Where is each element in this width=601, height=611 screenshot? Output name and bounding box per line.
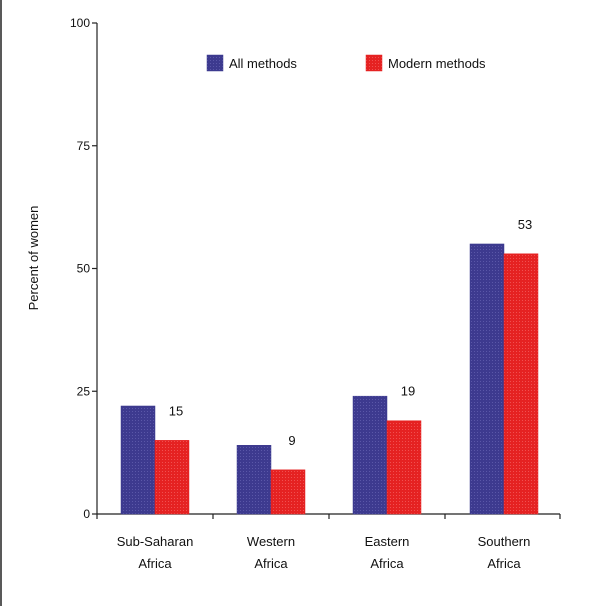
x-tick-label: Africa <box>138 556 172 571</box>
legend-label: All methods <box>229 56 297 71</box>
bars <box>120 243 539 515</box>
x-tick-label: Western <box>247 534 295 549</box>
y-tick-label: 100 <box>70 16 90 30</box>
x-tick-label: Africa <box>254 556 288 571</box>
bar <box>503 253 539 515</box>
legend-swatch <box>206 54 224 72</box>
x-tick-label: Africa <box>487 556 521 571</box>
bar <box>386 420 422 515</box>
x-tick-label: Sub-Saharan <box>117 534 194 549</box>
bar <box>270 469 306 515</box>
chart-border <box>0 0 4 606</box>
data-label: 53 <box>518 217 532 232</box>
bar <box>236 445 272 515</box>
data-label: 15 <box>169 403 183 418</box>
bar <box>154 440 190 515</box>
legend-swatch <box>365 54 383 72</box>
y-tick-label: 25 <box>77 384 91 398</box>
y-tick-label: 50 <box>77 262 91 276</box>
x-tick-label: Eastern <box>365 534 410 549</box>
x-tick-label: Africa <box>370 556 404 571</box>
x-tick-label: Southern <box>478 534 531 549</box>
labels: Sub-Saharan Africa Western Africa Eastern Afr… <box>117 217 533 571</box>
data-label: 9 <box>288 433 295 448</box>
bar <box>120 405 156 515</box>
legend-label: Modern methods <box>388 56 486 71</box>
bar <box>469 243 505 515</box>
y-axis-label: Percent of women <box>26 206 41 311</box>
y-tick-label: 0 <box>83 507 90 521</box>
data-label: 19 <box>401 384 415 399</box>
legend: All methods Modern methods <box>206 54 486 72</box>
bar <box>352 395 388 515</box>
y-tick-label: 75 <box>77 139 91 153</box>
